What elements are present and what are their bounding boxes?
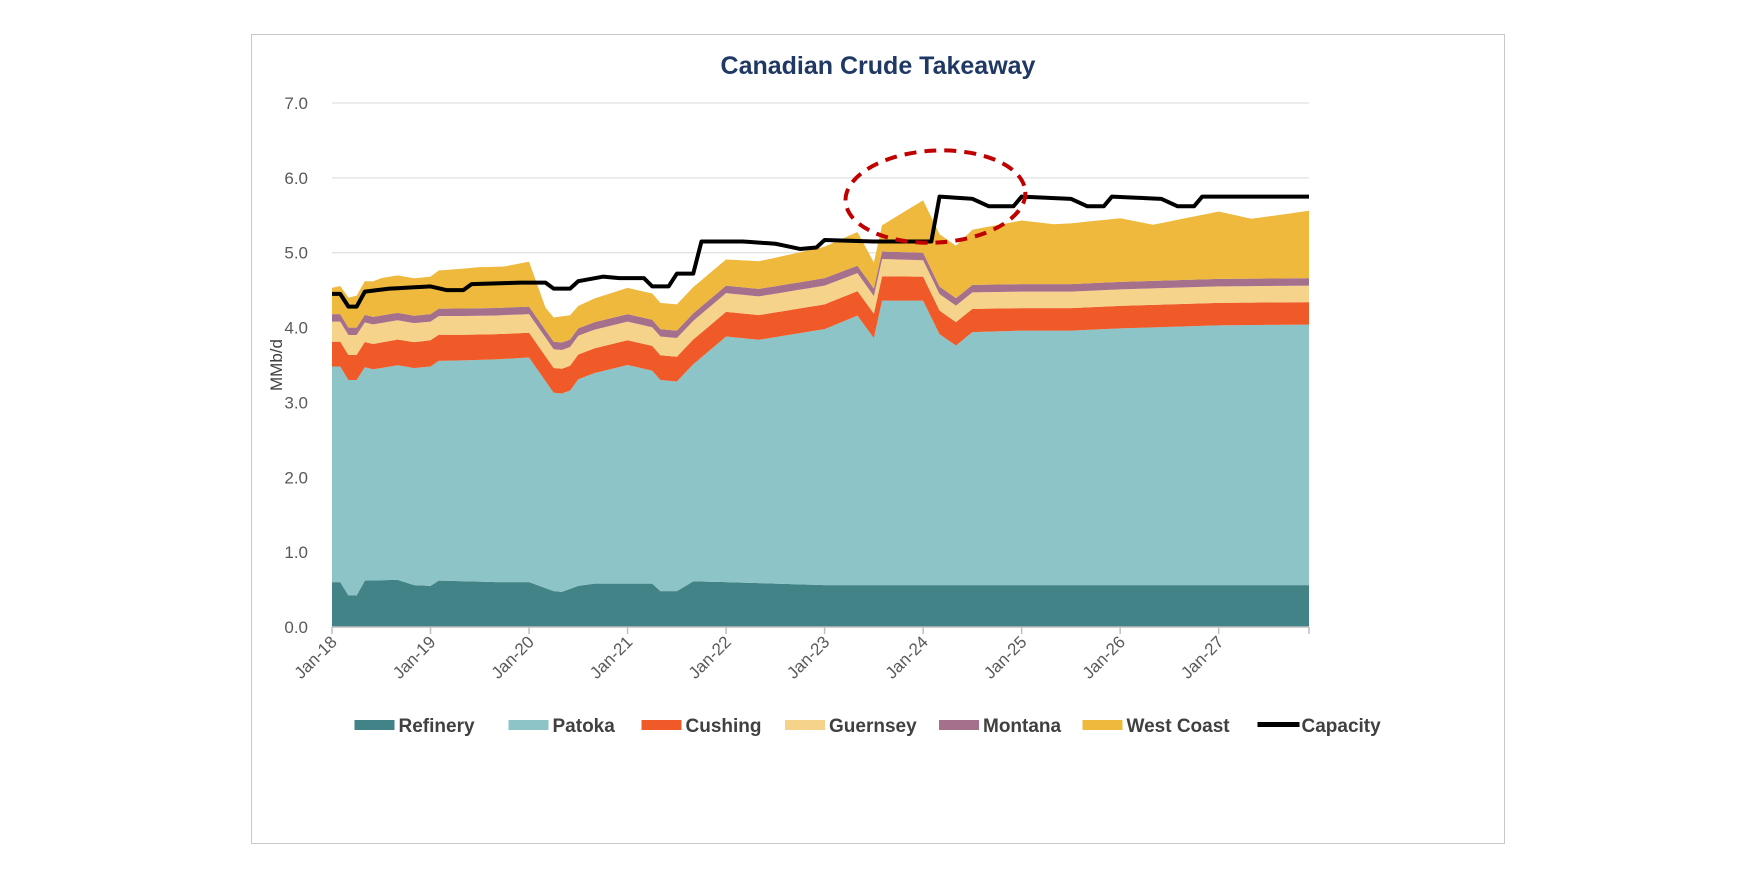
legend-item-west-coast: West Coast [1082,716,1231,737]
x-tick-label: Jan-27 [1177,632,1227,682]
y-tick-label: 2.0 [284,468,308,487]
legend-item-montana: Montana [939,716,1062,737]
area-cushing [332,276,1309,394]
y-tick-label: 0.0 [284,618,308,637]
area-series [332,194,1309,627]
chart-frame: Canadian Crude Takeaway 0.0 1.0 2.0 3.0 4.0 5… [251,34,1505,844]
capacity-line [332,194,1309,309]
y-axis-label: MMb/d [267,339,286,391]
legend-item-capacity: Capacity [1257,716,1382,737]
legend-swatch [354,720,395,730]
legend-label: West Coast [1127,716,1231,737]
y-tick-label: 6.0 [284,169,308,188]
legend-swatch [508,720,549,730]
legend-label: Cushing [686,716,762,737]
annotation-ellipse [843,148,1028,245]
legend-item-guernsey: Guernsey [785,716,917,737]
area-guernsey [332,258,1309,369]
area-west-coast [332,200,1309,343]
stacked-area-chart: Canadian Crude Takeaway 0.0 1.0 2.0 3.0 4.0 5… [267,52,1382,737]
y-tick-label: 3.0 [284,393,308,412]
x-tick-label: Jan-18 [291,632,341,682]
legend-item-cushing: Cushing [641,716,762,737]
legend-swatch [1082,720,1123,730]
x-tick-label: Jan-21 [586,632,636,682]
legend-swatch [641,720,682,730]
chart-title: Canadian Crude Takeaway [721,52,1036,80]
x-tick-label: Jan-22 [685,632,735,682]
x-tick-label: Jan-20 [488,632,538,682]
legend-label: Refinery [399,716,475,737]
legend-swatch [939,720,979,730]
x-tick-label: Jan-24 [882,632,932,682]
legend-swatch [1257,722,1300,727]
x-tick-label: Jan-19 [389,632,439,682]
y-tick-label: 5.0 [284,244,308,263]
y-tick-label: 1.0 [284,543,308,562]
legend-item-patoka: Patoka [508,716,616,737]
legend-label: Montana [983,716,1062,737]
legend-swatch [785,720,825,730]
legend-label: Capacity [1302,716,1382,737]
x-tick-label: Jan-25 [980,632,1030,682]
legend-label: Patoka [553,716,616,737]
x-tick-label: Jan-23 [783,632,833,682]
y-tick-label: 7.0 [284,94,308,113]
x-tick-label: Jan-26 [1079,632,1129,682]
area-patoka [332,300,1309,596]
annotation-layer [843,148,1028,245]
legend: Refinery Patoka Cushing Guernsey Montana West… [354,716,1382,737]
y-tick-label: 4.0 [284,319,308,338]
area-refinery [332,579,1309,627]
legend-item-refinery: Refinery [354,716,475,737]
legend-label: Guernsey [829,716,917,737]
